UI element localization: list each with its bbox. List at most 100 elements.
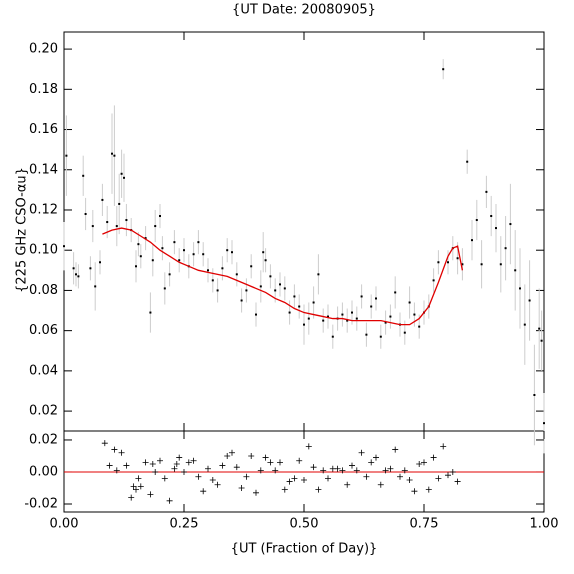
data-point bbox=[75, 273, 77, 276]
residual-point bbox=[130, 483, 137, 490]
data-point bbox=[120, 172, 123, 175]
data-point bbox=[139, 255, 142, 258]
y-tick-label: 0.12 bbox=[29, 202, 58, 217]
residual-point bbox=[149, 460, 156, 467]
data-point bbox=[351, 311, 353, 314]
residual-point bbox=[392, 446, 399, 453]
residual-point bbox=[161, 475, 168, 482]
data-point bbox=[221, 267, 224, 270]
data-point bbox=[163, 287, 166, 290]
residual-point bbox=[190, 457, 197, 464]
residual-point bbox=[449, 468, 456, 475]
x-tick-label: 0.75 bbox=[410, 517, 439, 532]
residual-point bbox=[281, 486, 288, 493]
residual-point bbox=[171, 465, 178, 472]
data-point bbox=[360, 295, 363, 298]
data-point bbox=[490, 215, 493, 218]
data-point bbox=[384, 321, 387, 324]
data-point bbox=[293, 295, 296, 298]
data-point bbox=[303, 323, 305, 326]
data-point bbox=[355, 317, 358, 320]
data-point bbox=[375, 297, 377, 300]
data-point bbox=[183, 249, 185, 252]
data-point bbox=[255, 313, 257, 316]
residual-point bbox=[440, 443, 447, 450]
residual-point bbox=[387, 465, 394, 472]
data-point bbox=[533, 394, 536, 397]
data-point bbox=[82, 174, 85, 177]
data-point bbox=[442, 68, 445, 71]
x-tick-label: 1.00 bbox=[530, 517, 559, 532]
data-point bbox=[178, 259, 181, 262]
residual-point bbox=[435, 475, 442, 482]
residual-point bbox=[286, 478, 293, 485]
data-point bbox=[113, 154, 116, 157]
residual-point bbox=[445, 472, 451, 479]
y-tick-label: 0.20 bbox=[29, 42, 58, 57]
residual-point bbox=[118, 449, 125, 456]
data-point bbox=[99, 261, 101, 264]
data-point bbox=[274, 289, 277, 292]
residual-point bbox=[272, 467, 279, 474]
data-point bbox=[543, 422, 545, 425]
residual-point bbox=[176, 454, 183, 461]
residual-point bbox=[157, 457, 163, 464]
residual-point bbox=[113, 467, 120, 474]
data-point bbox=[365, 333, 368, 336]
residual-point bbox=[142, 459, 149, 466]
residual-point bbox=[214, 481, 221, 488]
data-point bbox=[226, 249, 229, 252]
data-point bbox=[413, 313, 416, 316]
data-point bbox=[123, 176, 125, 179]
data-point bbox=[307, 317, 310, 320]
residual-point bbox=[248, 452, 255, 459]
data-point bbox=[327, 315, 329, 318]
residual-point bbox=[421, 459, 427, 466]
residual-point bbox=[181, 468, 187, 475]
residual-point bbox=[137, 483, 144, 490]
residual-point bbox=[291, 475, 298, 482]
residual-point bbox=[128, 494, 135, 501]
data-point bbox=[94, 285, 97, 288]
data-point bbox=[288, 311, 291, 314]
residual-point bbox=[106, 462, 113, 469]
data-point bbox=[211, 279, 214, 282]
data-point bbox=[432, 279, 435, 282]
residual-point bbox=[411, 488, 418, 495]
data-point bbox=[461, 263, 464, 266]
residual-point bbox=[133, 486, 139, 493]
y-tick-label: 0.02 bbox=[29, 432, 58, 447]
data-point bbox=[480, 263, 483, 266]
y-tick-label: 0.04 bbox=[29, 363, 58, 378]
residual-point bbox=[147, 491, 154, 498]
data-point bbox=[151, 259, 154, 262]
data-point bbox=[466, 160, 469, 163]
data-point bbox=[154, 225, 157, 228]
data-point bbox=[240, 299, 243, 302]
residual-point bbox=[262, 454, 269, 461]
data-point bbox=[485, 190, 488, 193]
data-point bbox=[403, 331, 406, 334]
residual-point bbox=[205, 465, 211, 472]
residual-point bbox=[373, 454, 379, 461]
data-point bbox=[519, 287, 521, 290]
fit-curve bbox=[102, 227, 464, 326]
residual-point bbox=[296, 457, 303, 464]
data-point bbox=[528, 299, 531, 302]
data-point bbox=[394, 291, 397, 294]
data-point bbox=[245, 289, 248, 292]
data-point bbox=[135, 265, 137, 268]
data-point bbox=[91, 225, 94, 228]
residual-point bbox=[166, 497, 173, 504]
residual-point bbox=[101, 440, 108, 447]
residual-point bbox=[229, 449, 235, 456]
residual-point bbox=[173, 460, 180, 467]
data-point bbox=[216, 289, 219, 292]
data-point bbox=[192, 253, 195, 256]
residual-point bbox=[200, 488, 207, 495]
data-point bbox=[262, 251, 265, 254]
data-point bbox=[504, 247, 507, 250]
residual-point bbox=[382, 467, 389, 474]
data-point bbox=[207, 269, 209, 272]
